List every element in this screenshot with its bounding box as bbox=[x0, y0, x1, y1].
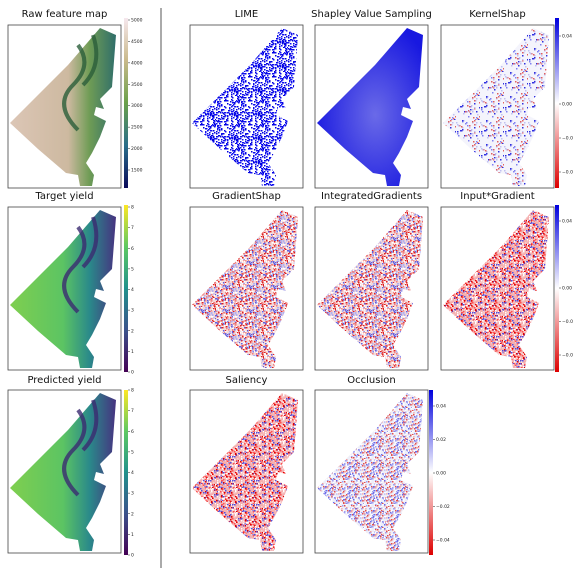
colorbar-tick-label: 8 bbox=[131, 388, 134, 394]
map-image bbox=[317, 210, 423, 368]
river-streaks bbox=[62, 399, 99, 497]
colorbar-tick-label: 2500 bbox=[131, 125, 143, 131]
colorbar-tick-label: 0.00 bbox=[562, 286, 572, 292]
colorbar-tick-label: −0.0 bbox=[562, 170, 573, 176]
colorbar-tick-label: 2000 bbox=[131, 146, 143, 152]
panel-title: Occlusion bbox=[347, 375, 395, 386]
panel-title: Target yield bbox=[34, 191, 93, 202]
colorbar-tick-label: 0 bbox=[131, 370, 134, 376]
colorbar-tick-label: 2 bbox=[131, 328, 134, 334]
colorbar-tick-label: 1500 bbox=[131, 168, 143, 174]
map-image bbox=[192, 28, 298, 186]
colorbar bbox=[124, 390, 128, 555]
colorbar-tick-label: 5 bbox=[131, 449, 134, 455]
panel-title: Input*Gradient bbox=[460, 191, 534, 202]
map-image bbox=[317, 393, 423, 551]
panel-title: IntegratedGradients bbox=[321, 191, 422, 202]
colorbar-tick-label: 1 bbox=[131, 532, 134, 538]
colorbar-tick-label: 3 bbox=[131, 308, 134, 314]
panel-title: Saliency bbox=[226, 375, 268, 386]
colorbar-tick-label: 0 bbox=[131, 553, 134, 559]
colorbar-tick-label: 0.00 bbox=[562, 102, 572, 108]
colorbar-tick-label: 0.00 bbox=[436, 471, 446, 477]
river-streaks bbox=[62, 216, 99, 314]
colorbar-tick-label: 6 bbox=[131, 246, 134, 252]
colorbar-tick-label: 8 bbox=[131, 205, 134, 211]
panel-title: Raw feature map bbox=[22, 9, 108, 20]
colorbar-tick-label: 7 bbox=[131, 408, 134, 414]
colorbar bbox=[555, 18, 559, 188]
colorbar-tick-label: 1 bbox=[131, 349, 134, 355]
colorbar bbox=[555, 205, 559, 372]
colorbar-tick-label: 3 bbox=[131, 491, 134, 497]
colorbar-tick-label: −0.0 bbox=[562, 136, 573, 142]
colorbar-tick-label: 4000 bbox=[131, 60, 143, 66]
map-image bbox=[192, 393, 298, 551]
map-image bbox=[317, 28, 423, 186]
colorbar-tick-label: 6 bbox=[131, 429, 134, 435]
panel-title: KernelShap bbox=[469, 9, 526, 20]
colorbar bbox=[124, 205, 128, 372]
colorbar-tick-label: 4 bbox=[131, 287, 134, 293]
map-image bbox=[443, 210, 549, 368]
colorbar-tick-label: 0.04 bbox=[562, 219, 572, 225]
colorbar-tick-label: 3500 bbox=[131, 82, 143, 88]
colorbar-tick-label: −0.04 bbox=[436, 538, 450, 544]
colorbar-tick-label: 4 bbox=[131, 470, 134, 476]
river-streaks bbox=[62, 34, 99, 132]
colorbar-tick-label: 0.02 bbox=[436, 437, 446, 443]
colorbar-tick-label: 5000 bbox=[131, 18, 143, 24]
colorbar bbox=[429, 390, 433, 555]
colorbar bbox=[124, 18, 128, 188]
colorbar-tick-label: 3000 bbox=[131, 103, 143, 109]
colorbar-tick-label: 0.04 bbox=[562, 34, 572, 40]
map-image bbox=[443, 28, 549, 186]
panel-title: Predicted yield bbox=[27, 375, 101, 386]
colorbar-tick-label: −0.02 bbox=[436, 504, 450, 510]
panel-title: LIME bbox=[235, 9, 258, 20]
panel-title: Shapley Value Sampling bbox=[311, 9, 432, 20]
colorbar-tick-label: 5 bbox=[131, 266, 134, 272]
colorbar-tick-label: −0.0 bbox=[562, 353, 573, 359]
colorbar-tick-label: 0.04 bbox=[436, 404, 446, 410]
colorbar-tick-label: 7 bbox=[131, 225, 134, 231]
colorbar-tick-label: 2 bbox=[131, 511, 134, 517]
colorbar-tick-label: 4500 bbox=[131, 39, 143, 45]
panel-title: GradientShap bbox=[212, 191, 281, 202]
map-image bbox=[192, 210, 298, 368]
colorbar-tick-label: −0.0 bbox=[562, 319, 573, 325]
